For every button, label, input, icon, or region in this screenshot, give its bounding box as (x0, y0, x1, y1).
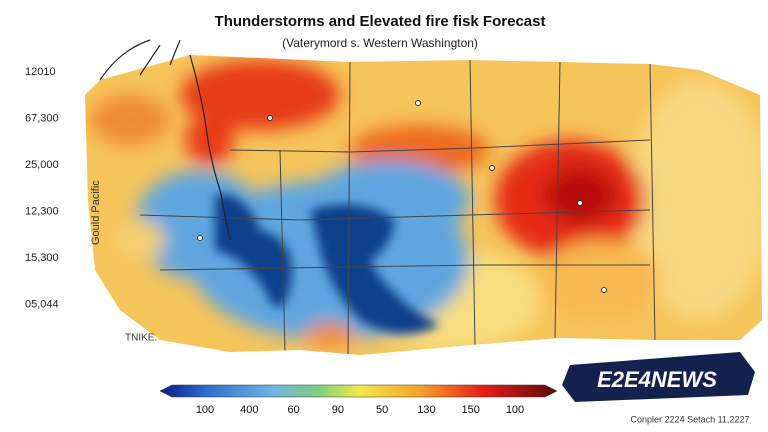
side-labels: 12010 67,300 25,000 12,300 15,300 05,044 (25, 66, 59, 311)
legend-label: 400 (240, 404, 258, 416)
side-label: 67,300 (25, 112, 59, 124)
legend-label: 90 (332, 404, 344, 416)
coastline (99, 39, 231, 241)
legend-label: 150 (462, 404, 480, 416)
legend-labels: 100 400 60 90 50 130 150 100 (196, 404, 524, 416)
legend-label: 100 (506, 404, 524, 416)
legend-label: 50 (376, 404, 388, 416)
logo-text: E2E4NEWS (597, 367, 717, 392)
footer: Conpler 2224 Setach 11,2227 (631, 414, 750, 424)
side-label: 12,300 (25, 205, 59, 217)
color-bar (159, 384, 558, 398)
heat-map (85, 55, 762, 355)
legend-label: 60 (287, 404, 299, 416)
logo: E2E4NEWS (562, 352, 755, 402)
legend-label: 100 (196, 404, 214, 416)
vertical-label: Gould Pacific (90, 180, 102, 245)
corner-label: TNIKE. (125, 333, 157, 344)
title: Thunderstorms and Elevated fire fisk For… (215, 13, 546, 30)
legend-label: 130 (417, 404, 435, 416)
side-label: 25,000 (25, 159, 59, 171)
side-label: 05,044 (25, 298, 59, 310)
subtitle: (Vaterymord s. Western Washington) (282, 36, 478, 50)
side-label: 15,300 (25, 252, 59, 264)
side-label: 12010 (25, 66, 56, 78)
